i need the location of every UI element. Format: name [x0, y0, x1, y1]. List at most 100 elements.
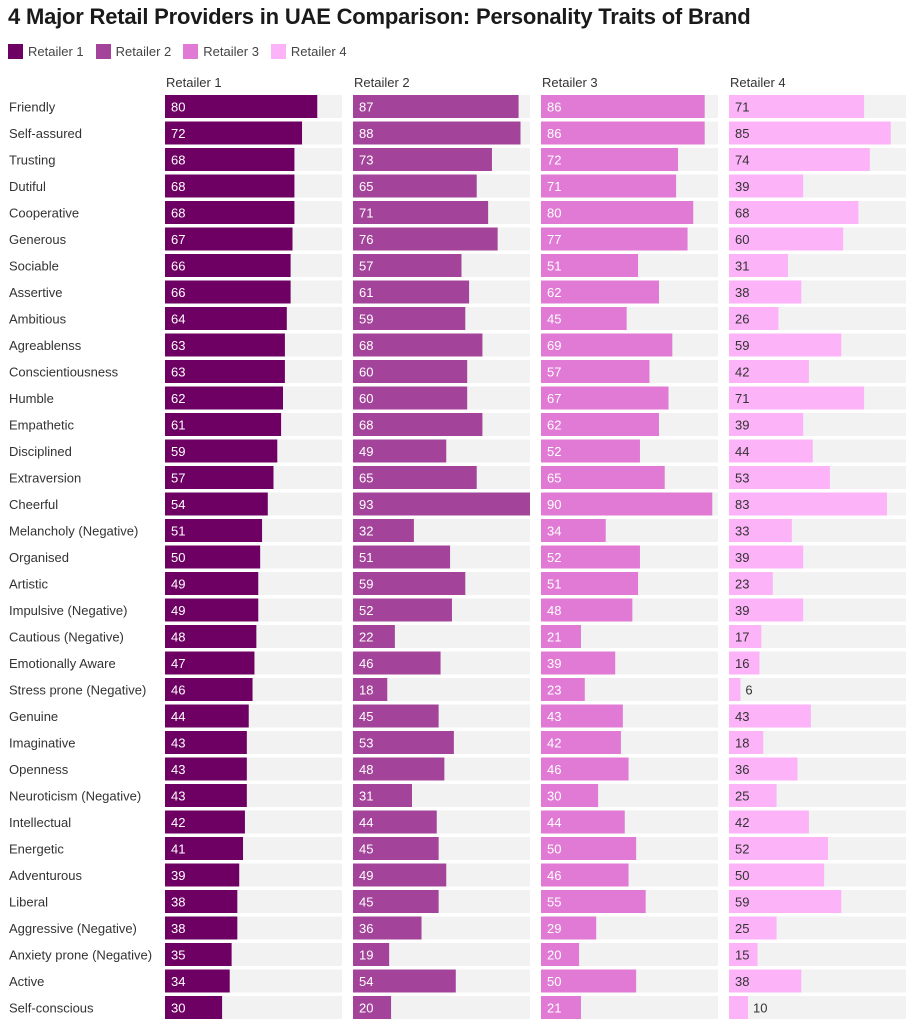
- data-label: 86: [547, 100, 561, 115]
- bar: [541, 678, 585, 701]
- bar: [165, 413, 282, 436]
- bar: [353, 625, 395, 648]
- bar: [353, 784, 412, 807]
- bar-track: [353, 625, 530, 648]
- row-label: Intellectual: [9, 815, 71, 830]
- data-label: 50: [735, 868, 749, 883]
- row-label: Self-assured: [9, 126, 82, 141]
- bar: [353, 95, 519, 118]
- data-label: 64: [171, 312, 185, 327]
- bar: [541, 731, 621, 754]
- bar: [165, 704, 249, 728]
- row-label: Cheerful: [9, 497, 58, 512]
- bar: [729, 545, 804, 569]
- legend-swatch: [270, 43, 286, 59]
- bar: [541, 333, 673, 357]
- row-label: Imaginative: [9, 736, 75, 751]
- legend: Retailer 1 Retailer 2 Retailer 3 Retailer 4: [8, 43, 359, 59]
- bar: [541, 201, 694, 224]
- bar: [353, 148, 492, 171]
- bar: [353, 704, 439, 728]
- bar: [165, 174, 295, 198]
- bar: [353, 227, 498, 251]
- row-label: Sociable: [9, 259, 59, 274]
- data-label: 29: [547, 921, 561, 936]
- bar-track: [729, 996, 906, 1019]
- bar: [541, 413, 659, 436]
- data-label: 21: [547, 630, 561, 645]
- bar: [353, 810, 437, 834]
- row-label: Disciplined: [9, 444, 72, 459]
- bar: [541, 784, 599, 807]
- data-label: 43: [171, 736, 185, 751]
- bar: [729, 969, 802, 993]
- data-label: 39: [735, 179, 749, 194]
- data-label: 76: [359, 232, 373, 247]
- bar: [541, 545, 640, 569]
- bar: [541, 890, 646, 913]
- bar: [353, 386, 468, 410]
- row-label: Impulsive (Negative): [9, 603, 128, 618]
- data-label: 36: [735, 762, 749, 777]
- bar: [353, 201, 489, 224]
- data-label: 51: [171, 524, 185, 539]
- row-label: Neuroticism (Negative): [9, 789, 141, 804]
- data-label: 67: [171, 232, 185, 247]
- legend-item: Retailer 4: [270, 43, 347, 59]
- column-header: Retailer 4: [730, 75, 786, 90]
- data-label: 55: [547, 895, 561, 910]
- legend-label: Retailer 4: [290, 43, 347, 59]
- data-label: 52: [547, 550, 561, 565]
- row-label: Generous: [9, 232, 67, 247]
- row-label: Dutiful: [9, 179, 46, 194]
- bar-track: [729, 572, 906, 595]
- data-label: 54: [359, 974, 373, 989]
- bar: [729, 625, 762, 648]
- data-label: 62: [547, 418, 561, 433]
- data-label: 49: [359, 868, 373, 883]
- data-label: 77: [547, 232, 561, 247]
- bar: [165, 201, 295, 224]
- data-label: 50: [171, 550, 185, 565]
- bar: [165, 492, 268, 516]
- bar: [541, 837, 637, 860]
- bar: [353, 254, 462, 277]
- data-label: 65: [359, 471, 373, 486]
- data-label: 71: [547, 179, 561, 194]
- data-label: 46: [171, 683, 185, 698]
- data-label: 34: [547, 524, 561, 539]
- bar: [729, 121, 891, 145]
- data-label: 59: [735, 338, 749, 353]
- data-label: 42: [547, 736, 561, 751]
- data-label: 20: [547, 948, 561, 963]
- row-label: Cooperative: [9, 206, 79, 221]
- bar: [353, 360, 468, 383]
- bar: [165, 731, 247, 754]
- bar: [729, 466, 830, 489]
- bar: [541, 121, 705, 145]
- data-label: 80: [171, 100, 185, 115]
- data-label: 71: [359, 206, 373, 221]
- data-label: 39: [735, 603, 749, 618]
- bar: [165, 784, 247, 807]
- bar: [729, 360, 809, 383]
- data-label: 35: [171, 948, 185, 963]
- data-label: 48: [171, 630, 185, 645]
- bar: [541, 280, 659, 304]
- bar: [541, 572, 639, 595]
- data-label: 43: [171, 762, 185, 777]
- data-label: 72: [171, 126, 185, 141]
- bar: [729, 439, 813, 463]
- data-label: 6: [745, 683, 752, 698]
- bar: [165, 333, 285, 357]
- data-label: 62: [547, 285, 561, 300]
- bar: [729, 943, 758, 966]
- bar: [165, 943, 232, 966]
- data-label: 51: [547, 577, 561, 592]
- bar: [353, 333, 483, 357]
- bar: [165, 280, 291, 304]
- bar: [541, 969, 637, 993]
- bar: [729, 174, 804, 198]
- bar: [541, 625, 581, 648]
